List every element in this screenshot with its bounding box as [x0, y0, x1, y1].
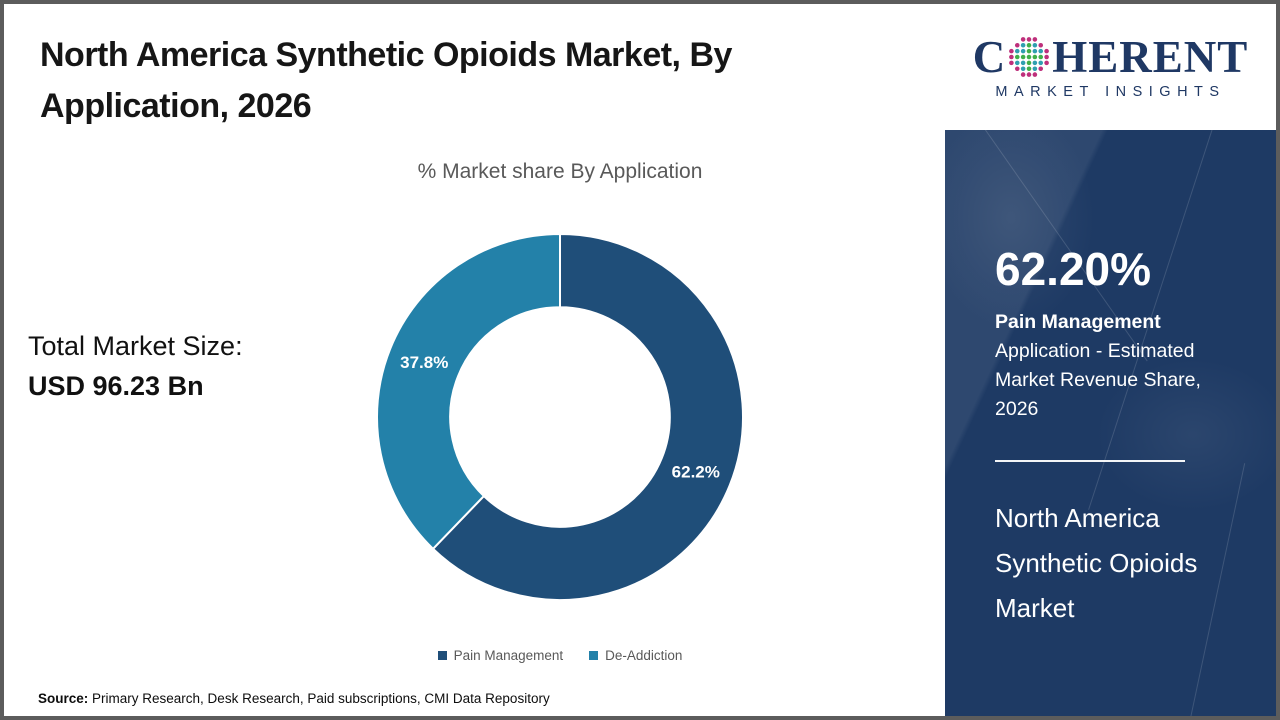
chart-title: % Market share By Application	[417, 160, 703, 183]
globe-dot	[1044, 60, 1050, 66]
donut-data-label: 62.2%	[672, 463, 720, 482]
source-label: Source:	[38, 691, 89, 706]
brand-letter-c: C	[972, 31, 1007, 82]
globe-dot	[1032, 60, 1038, 66]
brand-logo: C HERENT MARKET INSIGHTS	[945, 4, 1276, 130]
globe-dot	[1026, 66, 1032, 72]
legend-label: De-Addiction	[605, 648, 683, 663]
globe-dot	[1021, 66, 1026, 72]
sidebar-divider-line	[995, 460, 1185, 462]
globe-dot	[1021, 37, 1026, 42]
donut-chart-svg: 62.2% 37.8%	[376, 233, 744, 601]
globe-dot	[1032, 37, 1038, 42]
globe-dot	[1032, 72, 1038, 77]
source-note: Source: Primary Research, Desk Research,…	[38, 691, 550, 706]
globe-dot	[1021, 48, 1026, 54]
page-title: North America Synthetic Opioids Market, …	[40, 36, 732, 125]
globe-dot	[1026, 54, 1032, 60]
sidebar-market-name: North America Synthetic Opioids Market	[995, 503, 1198, 623]
globe-dot	[1032, 48, 1038, 54]
globe-dot	[1015, 54, 1020, 60]
globe-dot	[1032, 42, 1038, 48]
legend-item-pain-management: Pain Management	[437, 648, 564, 663]
globe-dot	[1032, 54, 1038, 60]
globe-dot	[1044, 54, 1050, 60]
legend-swatch	[437, 651, 447, 660]
globe-dot	[1038, 54, 1044, 60]
legend-item-de-addiction: De-Addiction	[589, 648, 682, 663]
brand-tagline: MARKET INSIGHTS	[995, 83, 1226, 100]
globe-dot	[1026, 37, 1032, 42]
globe-dot	[1021, 42, 1026, 48]
brand-wordmark: C HERENT	[972, 31, 1249, 82]
source-text: Primary Research, Desk Research, Paid su…	[92, 691, 550, 706]
total-market-size-value: USD 96.23 Bn	[28, 371, 204, 401]
globe-dot	[1038, 60, 1044, 66]
globe-dot	[1032, 66, 1038, 72]
globe-dot	[1026, 60, 1032, 66]
globe-dot	[1021, 54, 1026, 60]
globe-dot	[1015, 48, 1020, 54]
globe-dot	[1015, 60, 1020, 66]
highlight-stat-title: Pain Management	[995, 311, 1161, 333]
donut-chart: 62.2% 37.8%	[370, 227, 750, 607]
globe-dot	[1015, 42, 1020, 48]
donut-data-label: 37.8%	[400, 353, 448, 372]
highlight-stat-value: 62.20%	[995, 243, 1152, 295]
globe-dots-icon	[1009, 37, 1050, 77]
highlight-stat-description: Application - Estimated Market Revenue S…	[995, 340, 1201, 420]
globe-dot	[1038, 48, 1044, 54]
total-market-size-label: Total Market Size:	[28, 331, 243, 361]
globe-dot	[1021, 60, 1026, 66]
donut-slice-pain-management	[432, 233, 744, 601]
globe-dot	[1026, 72, 1032, 77]
globe-dot	[1044, 48, 1050, 54]
globe-dot	[1026, 48, 1032, 54]
globe-dot	[1009, 60, 1014, 66]
globe-dot	[1026, 42, 1032, 48]
donut-slice-de-addiction	[376, 233, 561, 550]
globe-dot	[1021, 72, 1026, 77]
brand-letters-rest: HERENT	[1052, 31, 1249, 82]
globe-dot	[1038, 66, 1044, 72]
chart-legend: Pain Management De-Addiction	[160, 648, 960, 663]
globe-dot	[1038, 42, 1044, 48]
highlight-sidebar: 62.20% Pain Management Application - Est…	[945, 130, 1276, 716]
globe-dot	[1009, 54, 1014, 60]
total-market-size: Total Market Size: USD 96.23 Bn	[28, 326, 243, 406]
legend-swatch	[589, 651, 599, 660]
globe-dot	[1015, 66, 1020, 72]
legend-label: Pain Management	[453, 648, 564, 663]
globe-dot	[1009, 48, 1014, 54]
